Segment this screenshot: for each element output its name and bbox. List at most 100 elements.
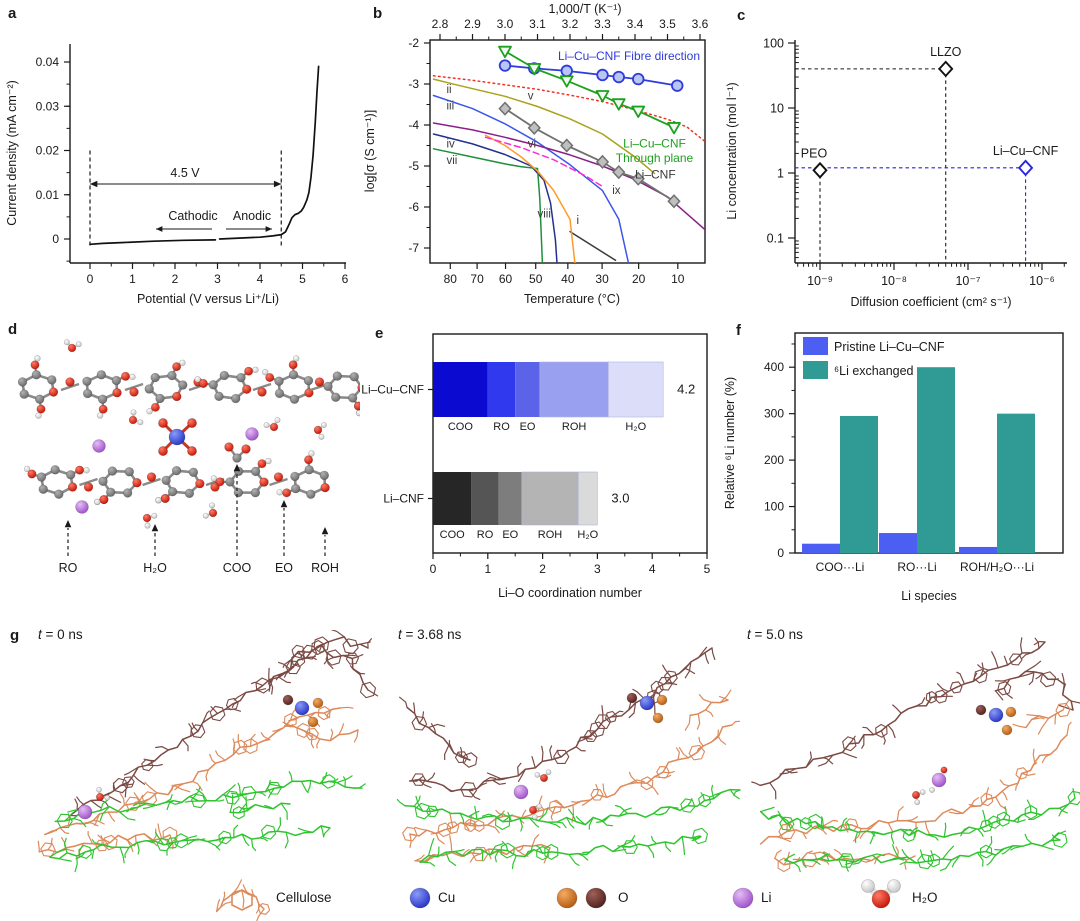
c-point-PEO xyxy=(812,161,828,179)
f-xlabel: Li species xyxy=(901,589,957,603)
d-arrow-label-1: H₂O xyxy=(143,561,167,575)
water-drawing xyxy=(861,879,901,909)
f-ylabel: Relative ⁶Li number (%) xyxy=(723,377,737,509)
d-lithium-ions xyxy=(75,427,259,514)
c-xtick: 10⁻⁷ xyxy=(955,274,981,288)
e-row-Li–Cu–CNF: COO RO EO ROH H₂O 4.2 Li–Cu–CNF xyxy=(361,361,695,433)
c-ytick: 1 xyxy=(777,167,784,181)
panel-b: b 2.8 2.9 3.0 3.1 3.2 3.3 3.4 3.5 3.6 80 70 60 50 40 3… xyxy=(360,0,720,310)
e-segment-H₂O xyxy=(577,471,598,526)
c-ytick: 100 xyxy=(763,37,784,51)
c-point-label-1: LLZO xyxy=(930,45,962,59)
e-row-label: Li–CNF xyxy=(383,492,424,506)
b-ylabel: log[σ (S cm⁻¹)] xyxy=(363,110,377,192)
e-segment-RO xyxy=(471,472,499,525)
panel-b-chart: 2.8 2.9 3.0 3.1 3.2 3.3 3.4 3.5 3.6 80 70 60 50 40 30 2… xyxy=(363,2,709,306)
b-top-xlabel: 1,000/T (K⁻¹) xyxy=(548,2,621,16)
f-axis-ticks: 0 100 200 300 400 xyxy=(764,343,795,560)
e-segment-COO xyxy=(433,362,488,417)
f-ytick: 300 xyxy=(764,407,784,421)
a-xtick: 2 xyxy=(172,272,179,286)
a-axis-ticks: 0 0.01 0.02 0.03 0.04 0 1 2 3 4 5 6 xyxy=(36,55,349,286)
a-xtick: 3 xyxy=(214,272,221,286)
b-series-label-2: Through plane xyxy=(616,151,694,165)
f-legend: Pristine Li–Cu–CNF ⁶Li exchanged xyxy=(803,337,945,379)
waters xyxy=(911,789,926,806)
coordination-atoms xyxy=(975,704,1017,736)
c-ytick: 0.1 xyxy=(767,232,784,246)
cellulose-icon-drawing xyxy=(215,879,270,921)
a-plot xyxy=(69,44,346,264)
b-series-label-1: Li–Cu–CNF xyxy=(623,137,686,151)
c-ytick: 10 xyxy=(770,102,784,116)
a-ytick: 0 xyxy=(52,232,59,246)
b-bottom-xtick: 10 xyxy=(671,272,685,286)
f-ytick: 0 xyxy=(777,546,784,560)
d-arrow-label-0: RO xyxy=(59,561,78,575)
oxygen-atoms-icon xyxy=(556,887,607,909)
o-spheres xyxy=(556,887,607,909)
b-top-xtick: 3.5 xyxy=(659,17,676,31)
b-bottom-xtick: 70 xyxy=(470,272,484,286)
a-xlabel: Potential (V versus Li⁺/Li) xyxy=(137,292,279,306)
e-xtick: 1 xyxy=(484,562,491,576)
f-bar-pristine-1 xyxy=(879,533,917,553)
legend-label-o: O xyxy=(618,890,629,905)
b-bottom-xtick: 50 xyxy=(529,272,543,286)
a-xtick: 1 xyxy=(129,272,136,286)
b-ytick: -3 xyxy=(408,77,419,91)
b-series-label-0: Li–Cu–CNF Fibre direction xyxy=(558,49,700,63)
e-xlabel: Li–O coordination number xyxy=(498,586,642,600)
f-bars: COO···Li RO···Li ROH/H₂O···Li xyxy=(802,367,1035,574)
f-bar-exchanged-2 xyxy=(997,413,1035,553)
d-arrow-label-3: EO xyxy=(275,561,293,575)
b-xlabel: Temperature (°C) xyxy=(524,292,620,306)
e-segment-EO xyxy=(515,362,540,417)
b-top-xtick: 3.1 xyxy=(529,17,546,31)
panel-a-letter: a xyxy=(8,5,17,22)
b-bottom-xtick: 80 xyxy=(444,272,458,286)
panel-c: c 10⁻⁹ 10⁻⁸ 10⁻⁷ 10⁻⁶ 0.1 1 10 100 Diffusion coe… xyxy=(720,0,1080,310)
a-ytick: 0.04 xyxy=(36,55,60,69)
panel-d: d RO H₂O COO EO ROH xyxy=(0,310,367,610)
a-ytick: 0.02 xyxy=(36,144,60,158)
a-xtick: 6 xyxy=(342,272,349,286)
e-segment-EO xyxy=(498,472,522,525)
panel-d-letter: d xyxy=(8,321,18,338)
legend-label-li: Li xyxy=(761,890,772,905)
panel-d-molecular-diagram: RO H₂O COO EO ROH xyxy=(17,339,367,575)
f-bar-exchanged-1 xyxy=(917,367,955,553)
a-cathodic-label: Cathodic xyxy=(168,209,217,223)
e-xtick: 2 xyxy=(539,562,546,576)
b-ytick: -7 xyxy=(408,241,419,255)
e-xtick: 3 xyxy=(594,562,601,576)
c-xlabel: Diffusion coefficient (cm² s⁻¹) xyxy=(850,295,1011,309)
c-point-LLZO xyxy=(938,60,954,78)
a-anodic-label: Anodic xyxy=(233,209,271,223)
e-xtick: 5 xyxy=(704,562,711,576)
f-category-label: ROH/H₂O···Li xyxy=(960,560,1034,574)
d-molecule xyxy=(17,355,367,506)
a-xtick: 4 xyxy=(257,272,264,286)
snapshot-time-label-3: t = 5.0 ns xyxy=(747,627,803,642)
panel-f: f 0 100 200 300 400 Relative ⁶Li number (%) Li… xyxy=(720,310,1080,610)
b-top-xtick: 3.3 xyxy=(594,17,611,31)
f-bar-pristine-0 xyxy=(802,543,840,553)
e-segment-label: H₂O xyxy=(625,421,646,433)
cellulose-chain-green xyxy=(759,788,1080,873)
e-segment-label: RO xyxy=(477,529,494,541)
c-ylabel: Li concentration (mol l⁻¹) xyxy=(725,82,739,219)
copper-atom-icon xyxy=(409,887,431,909)
c-xtick: 10⁻⁶ xyxy=(1029,274,1055,288)
b-top-xtick: 2.8 xyxy=(432,17,449,31)
c-axis-ticks: 10⁻⁹ 10⁻⁸ 10⁻⁷ 10⁻⁶ 0.1 1 10 100 xyxy=(763,37,1065,288)
panel-g: g t = 0 ns t = 3.68 ns t = 5.0 ns Cellul… xyxy=(0,610,1080,921)
cellulose-chain-dark xyxy=(399,646,716,800)
b-bottom-xtick: 40 xyxy=(561,272,575,286)
b-ytick: -6 xyxy=(408,200,419,214)
lithium-site xyxy=(513,784,529,800)
f-ytick: 400 xyxy=(764,360,784,374)
a-ylabel: Current density (mA cm⁻²) xyxy=(5,80,19,226)
